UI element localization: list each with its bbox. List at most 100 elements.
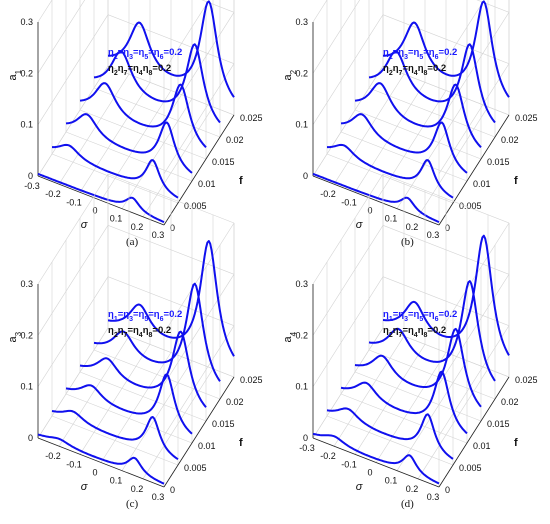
series-curve-f-0.025 [107, 0, 235, 98]
grid-line [100, 352, 172, 463]
grid-line [312, 276, 384, 387]
x-tick-label: 0 [367, 206, 372, 216]
x-axis-line [37, 175, 165, 226]
legend-line-1-part: 6 [160, 316, 164, 323]
legend-line-1: η1=η3=η5=η6=0.2 [108, 47, 182, 61]
series-curve-f-0.015 [354, 327, 482, 408]
x-tick-label: 0.3 [152, 492, 165, 502]
y-axis-label-base: a [7, 74, 19, 81]
series-curve-f-0.01 [340, 113, 468, 174]
legend-line-2: η2η7=η4η8=0.2 [383, 63, 446, 77]
f-tick-label: 0 [170, 223, 175, 233]
grid-line [79, 344, 151, 455]
y-tick-label: 0.1 [20, 382, 33, 392]
y-tick-label: 0 [303, 433, 308, 443]
legend-line-2-part: η [108, 63, 114, 74]
legend-line-2-part: η [393, 63, 399, 74]
grid-line [107, 173, 235, 224]
x-tick-label: -0.1 [341, 197, 357, 207]
f-axis-label: f [239, 437, 243, 449]
grid-line [326, 153, 454, 204]
legend-line-1-part: 1 [114, 54, 118, 61]
legend-line-1-part: =0.2 [439, 47, 458, 58]
y-tick-label: 0.1 [295, 120, 308, 130]
legend-line-1-part: 1 [389, 316, 393, 323]
legend-line-1-part: =0.2 [439, 309, 458, 320]
grid-line [382, 276, 510, 326]
f-axis-line [438, 114, 510, 226]
grid-line [312, 173, 384, 285]
series-curve-f-0.005 [327, 143, 454, 199]
grid-line [417, 106, 489, 217]
x-tick-label: -0.2 [320, 189, 336, 199]
y-axis-label-sub: 2 [289, 69, 298, 74]
x-tick-label: 0.2 [406, 484, 419, 494]
legend-line-2: η2η7=η4η8=0.2 [108, 63, 171, 77]
legend-line-2-part: 7 [124, 70, 128, 77]
legend-line-1-part: 6 [435, 316, 439, 323]
grid-line [417, 368, 489, 479]
legend-line-2-part: 2 [389, 70, 393, 77]
y-axis-label: a3 [7, 331, 23, 342]
series-curves [312, 234, 510, 485]
f-tick-label: 0.015 [212, 157, 235, 167]
waterfall-plot-b: -0.2 -0.1 0 0.1 0.2 0.3 0 0.1 0.2 0.3 0 0.005 0.01 0.… [282, 0, 538, 240]
x-tick-label: 0.1 [385, 214, 398, 224]
f-tick-label: 0.005 [459, 201, 482, 211]
grid-line [163, 0, 210, 72]
grid-line [312, 225, 384, 336]
legend-line-1: η1=η3=η5=η6=0.2 [108, 309, 182, 323]
grid-line [375, 352, 447, 463]
grid-line [93, 349, 221, 400]
panel-caption-b: (b) [401, 236, 414, 248]
x-axis-label: σ [356, 481, 363, 493]
f-tick-label: 0.01 [198, 179, 216, 189]
grid-line [476, 0, 510, 13]
legend-line-1-part: 1 [389, 54, 393, 61]
series-curves [312, 0, 510, 224]
x-tick-label: 0.3 [152, 230, 165, 240]
grid-line [368, 87, 496, 138]
legend-line-2-part: 7 [399, 70, 403, 77]
series-curve-f-0 [312, 432, 440, 485]
grid-line [163, 222, 235, 334]
series-curve-f-0.025 [382, 234, 510, 356]
series-curves [37, 0, 235, 224]
legend-line-1-part: 3 [404, 54, 408, 61]
legend-line-2-part: η [108, 325, 114, 336]
grid-line [37, 225, 109, 336]
legend-line-2-part: 8 [149, 70, 153, 77]
f-tick-label: 0.01 [473, 441, 491, 451]
f-tick-label: 0.015 [487, 419, 510, 429]
y-tick-label: 0.2 [20, 330, 33, 340]
series-curve-f-0.02 [368, 280, 496, 382]
legend-line-1-part: 5 [144, 54, 148, 61]
grid-line [438, 274, 510, 385]
y-axis-label-sub: 1 [14, 69, 23, 74]
waterfall-plot-a: -0.3 -0.2 -0.1 0 0.1 0.2 0.3 0 0.1 0.2 0.3 0 0.005 0.… [7, 0, 263, 240]
grid-line [65, 393, 193, 444]
x-axis-label: σ [356, 219, 363, 231]
y-tick-label: 0.2 [20, 68, 33, 78]
f-axis-label: f [514, 175, 518, 187]
y-axis-label: a1 [7, 69, 23, 80]
grid-line [107, 14, 235, 64]
chart-panel-a: -0.3 -0.2 -0.1 0 0.1 0.2 0.3 0 0.1 0.2 0.3 0 0.005 0.… [0, 0, 275, 262]
series-curve-f-0.02 [93, 43, 221, 124]
grid-line [354, 371, 482, 422]
y-axis-label-sub: 3 [14, 331, 23, 336]
grid-line [382, 14, 510, 64]
grid-line [382, 65, 510, 116]
x-tick-label: 0 [92, 468, 97, 478]
x-tick-label: 0 [92, 206, 97, 216]
f-axis-label: f [239, 175, 243, 187]
series-curve-f-0.01 [340, 370, 468, 435]
y-tick-label: 0.3 [295, 17, 308, 27]
legend-line-1-part: =η [133, 309, 145, 320]
y-tick-label: 0.3 [20, 17, 33, 27]
grid-line [37, 0, 86, 74]
grid-line [51, 415, 179, 466]
grid-line [58, 336, 130, 447]
grid-line [121, 360, 193, 471]
y-axis-label-sub: 4 [289, 331, 298, 336]
